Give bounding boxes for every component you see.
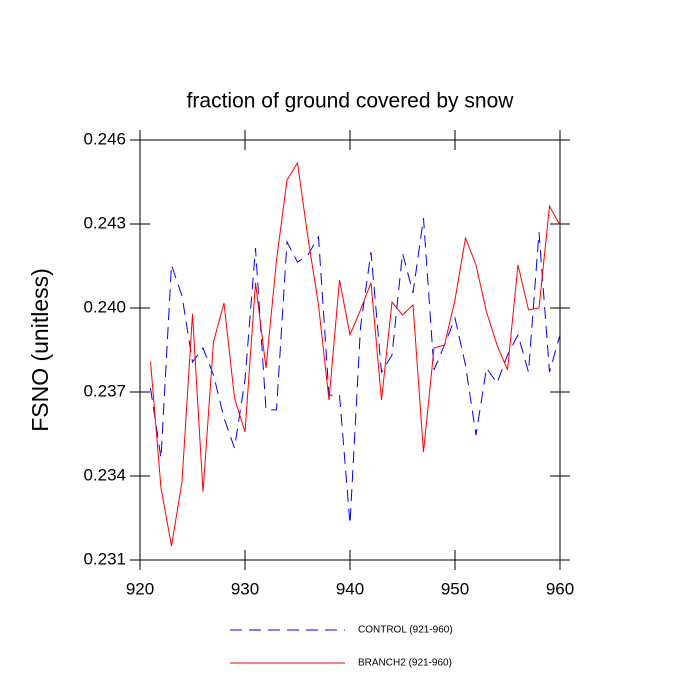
plot-frame — [139, 139, 561, 561]
y-tick-label: 0.246 — [83, 129, 126, 148]
y-tick-label: 0.240 — [83, 297, 126, 316]
series-line — [150, 218, 561, 524]
x-tick-label: 930 — [231, 579, 259, 598]
chart-title: fraction of ground covered by snow — [187, 90, 515, 113]
y-tick-label: 0.237 — [83, 381, 126, 400]
x-tick-label: 920 — [126, 579, 154, 598]
series-line — [150, 161, 561, 547]
x-tick-label: 950 — [441, 579, 469, 598]
y-axis-label: FSNO (unitless) — [27, 268, 53, 432]
x-tick-label: 960 — [546, 579, 574, 598]
y-tick-label: 0.234 — [83, 465, 126, 484]
y-tick-label: 0.231 — [83, 549, 126, 568]
x-tick-label: 940 — [336, 579, 364, 598]
legend-label: BRANCH2 (921-960) — [358, 658, 452, 669]
y-tick-label: 0.243 — [83, 213, 126, 232]
legend-label: CONTROL (921-960) — [358, 625, 453, 636]
